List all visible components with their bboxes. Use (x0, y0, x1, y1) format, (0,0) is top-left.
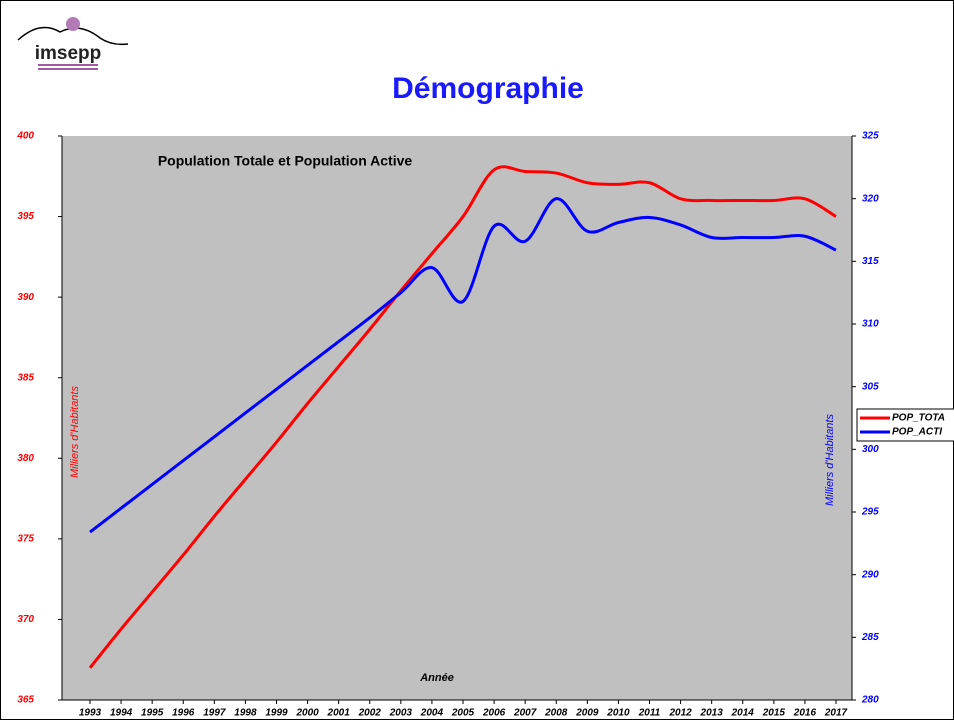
x-tick-label: 2011 (638, 708, 661, 719)
x-tick-label: 2009 (575, 708, 599, 719)
legend-label: POP_ACTI (892, 427, 942, 438)
logo-text: imsepp (35, 43, 102, 64)
x-tick-label: 2000 (295, 708, 319, 719)
y-tick-label: 390 (17, 292, 34, 303)
y-tick-label: 400 (16, 131, 34, 142)
y-tick-label: 365 (17, 695, 34, 706)
x-tick-label: 2005 (451, 708, 475, 719)
y2-tick-label: 285 (861, 632, 879, 643)
y-tick-label: 380 (17, 453, 34, 464)
x-tick-label: 1998 (234, 708, 257, 719)
x-tick-label: 1999 (265, 708, 288, 719)
series-line (88, 165, 837, 669)
x-tick-label: 2008 (544, 708, 568, 719)
x-tick-label: 2004 (420, 708, 444, 719)
x-axis-label: Année (419, 672, 454, 684)
y2-tick-label: 300 (862, 444, 879, 455)
legend-label: POP_TOTA (892, 413, 945, 424)
plot-area (62, 136, 852, 700)
y2-tick-label: 315 (862, 256, 879, 267)
chart-title: Population Totale et Population Active (158, 153, 413, 169)
x-tick-label: 1996 (172, 708, 195, 719)
x-tick-label: 1995 (141, 708, 164, 719)
y-tick-label: 385 (17, 372, 34, 383)
x-tick-label: 1994 (110, 708, 133, 719)
y2-tick-label: 320 (862, 193, 879, 204)
y-tick-label: 370 (17, 614, 34, 625)
legend (856, 408, 954, 442)
y-tick-label: 375 (17, 533, 34, 544)
x-tick-label: 2006 (482, 708, 506, 719)
x-tick-label: 2003 (389, 708, 413, 719)
x-tick-label: 1993 (79, 708, 102, 719)
x-tick-label: 2016 (793, 708, 817, 719)
y2-tick-label: 325 (862, 131, 879, 142)
y2-tick-label: 295 (861, 507, 879, 518)
heading: Démographie (392, 72, 584, 105)
x-tick-label: 2010 (606, 708, 630, 719)
x-tick-label: 2017 (824, 708, 848, 719)
x-tick-label: 1997 (203, 708, 226, 719)
y2-tick-label: 310 (862, 319, 879, 330)
x-tick-label: 2015 (762, 708, 786, 719)
x-tick-label: 2007 (513, 708, 537, 719)
y2-tick-label: 290 (861, 569, 879, 580)
y2-axis-label: Milliers d'Habitants (824, 414, 836, 506)
x-tick-label: 2013 (700, 708, 724, 719)
y2-tick-label: 280 (861, 695, 879, 706)
series-line (89, 197, 837, 534)
y-tick-label: 395 (17, 211, 34, 222)
y-axis-label: Milliers d'Habitants (69, 386, 81, 478)
x-tick-label: 2001 (327, 708, 351, 719)
y2-tick-label: 305 (862, 381, 879, 392)
x-tick-label: 2012 (668, 708, 692, 719)
x-tick-label: 2014 (731, 708, 755, 719)
logo: imsepp (17, 17, 129, 70)
x-tick-label: 2002 (358, 708, 382, 719)
